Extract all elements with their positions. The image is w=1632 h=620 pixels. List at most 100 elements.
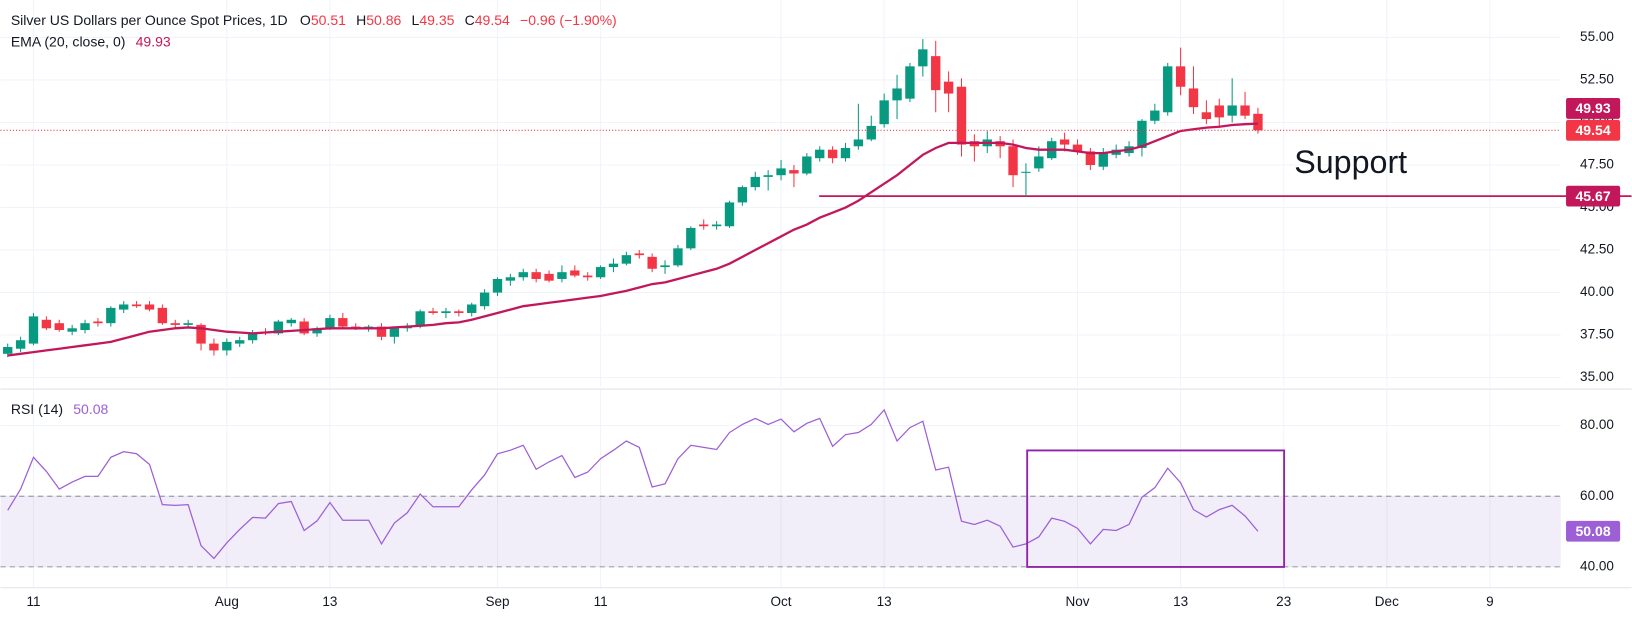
candle-body bbox=[892, 88, 902, 101]
support-price-label: 45.67 bbox=[1576, 188, 1611, 204]
candle-body bbox=[428, 311, 438, 313]
candle-body bbox=[54, 323, 64, 330]
candle-body bbox=[595, 267, 606, 278]
candle-body bbox=[660, 265, 670, 268]
y-tick-label: 35.00 bbox=[1580, 369, 1614, 384]
x-tick-label: 13 bbox=[1173, 594, 1188, 609]
y-tick-label: 42.50 bbox=[1580, 242, 1614, 257]
candle-body bbox=[1034, 156, 1044, 169]
candle-body bbox=[467, 304, 477, 313]
candle-body bbox=[621, 255, 632, 264]
candle-body bbox=[673, 248, 683, 266]
candle-body bbox=[583, 275, 593, 278]
ema-line bbox=[7, 122, 1258, 357]
y-tick-label: 40.00 bbox=[1580, 558, 1614, 573]
candle-body bbox=[222, 341, 232, 351]
candle-body bbox=[93, 321, 103, 324]
candle-body bbox=[376, 326, 387, 337]
rsi-current-label: 50.08 bbox=[1576, 523, 1611, 539]
candle-body bbox=[1175, 66, 1186, 87]
candle-body bbox=[106, 307, 116, 324]
x-tick-label: 11 bbox=[26, 594, 40, 609]
candle-body bbox=[1163, 66, 1173, 113]
candle-body bbox=[312, 328, 322, 334]
candle-body bbox=[518, 272, 528, 278]
chart-title: Silver US Dollars per Ounce Spot Prices,… bbox=[11, 12, 288, 28]
x-tick-label: 13 bbox=[877, 594, 892, 609]
rsi-band bbox=[0, 496, 1561, 567]
candle-body bbox=[1227, 105, 1237, 116]
candle-body bbox=[325, 318, 335, 329]
axes: 11 Aug 13 Sep 11 Oct 13 Nov 13 23 Dec 9 35.00 37.50 40… bbox=[26, 29, 1621, 609]
candle-body bbox=[789, 170, 799, 174]
y-tick-label: 47.50 bbox=[1580, 157, 1614, 172]
candle-body bbox=[1021, 171, 1031, 173]
close-letter: C bbox=[465, 12, 475, 28]
y-tick-label: 40.00 bbox=[1580, 284, 1614, 299]
candle-body bbox=[196, 324, 206, 344]
support-price-box bbox=[1566, 185, 1621, 207]
rsi-name: RSI (14) bbox=[11, 401, 63, 417]
candle-body bbox=[827, 149, 838, 159]
candle-body bbox=[41, 319, 52, 329]
x-tick-label: 23 bbox=[1276, 594, 1291, 609]
candle-body bbox=[80, 323, 90, 330]
y-tick-label: 55.00 bbox=[1580, 29, 1614, 44]
open-letter: O bbox=[300, 12, 311, 28]
candle-body bbox=[686, 227, 696, 249]
candle-body bbox=[209, 343, 219, 351]
candle-body bbox=[608, 263, 619, 268]
close-value: 49.54 bbox=[475, 12, 510, 28]
candle-body bbox=[1214, 105, 1224, 118]
candle-body bbox=[1137, 120, 1147, 148]
candle-body bbox=[183, 323, 193, 325]
ema-price-label: 49.93 bbox=[1576, 100, 1611, 116]
y-tick-label: 60.00 bbox=[1580, 488, 1614, 503]
candle-body bbox=[853, 139, 864, 147]
last-price-box bbox=[1566, 119, 1621, 141]
candle-body bbox=[415, 311, 425, 327]
x-tick-label: 13 bbox=[322, 594, 337, 609]
rsi-current-box bbox=[1566, 520, 1621, 542]
candle-body bbox=[389, 328, 400, 337]
open-value: 50.51 bbox=[311, 12, 346, 28]
support-label: Support bbox=[1294, 144, 1407, 180]
rsi-line bbox=[7, 408, 1259, 560]
candle-body bbox=[1059, 139, 1070, 145]
candle-body bbox=[956, 86, 967, 145]
x-tick-label: Dec bbox=[1375, 594, 1399, 609]
low-value: 49.35 bbox=[419, 12, 454, 28]
x-tick-label: Sep bbox=[485, 594, 509, 609]
rsi-legend: RSI (14) 50.08 bbox=[11, 401, 109, 417]
candle-body bbox=[157, 307, 168, 324]
candle-body bbox=[724, 202, 735, 227]
candle-body bbox=[67, 328, 77, 332]
candle-body bbox=[299, 321, 309, 334]
candle-body bbox=[131, 304, 142, 307]
x-tick-label: Oct bbox=[771, 594, 792, 609]
candle-body bbox=[1008, 146, 1018, 176]
candle-body bbox=[634, 253, 644, 256]
x-tick-label: 9 bbox=[1486, 594, 1494, 609]
y-tick-label: 52.50 bbox=[1580, 72, 1614, 87]
candle-body bbox=[1188, 88, 1199, 108]
candle-body bbox=[943, 81, 954, 94]
x-tick-label: 11 bbox=[594, 594, 608, 609]
x-tick-label: Nov bbox=[1065, 594, 1089, 609]
candle-body bbox=[170, 323, 180, 325]
candle-body bbox=[557, 272, 567, 279]
candle-body bbox=[286, 319, 296, 324]
price-pane: Support bbox=[0, 39, 1632, 358]
candle-body bbox=[905, 66, 915, 99]
candle-body bbox=[1150, 110, 1160, 121]
candle-body bbox=[441, 311, 451, 313]
candle-body bbox=[1085, 151, 1096, 165]
highlight-box bbox=[1026, 449, 1286, 568]
candle-body bbox=[570, 270, 580, 276]
candle-body bbox=[776, 168, 786, 176]
candle-body bbox=[815, 149, 825, 159]
low-letter: L bbox=[412, 12, 420, 28]
candle-body bbox=[750, 176, 760, 188]
